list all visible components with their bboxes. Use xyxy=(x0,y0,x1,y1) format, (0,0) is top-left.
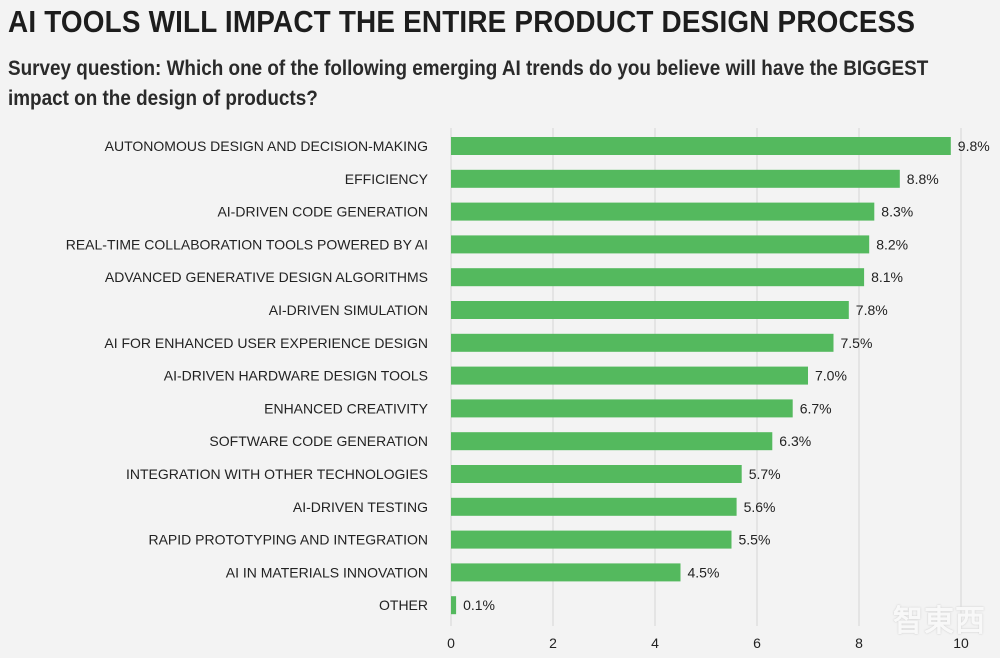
x-tick-label: 4 xyxy=(651,635,659,651)
category-label: ENHANCED CREATIVITY xyxy=(264,400,429,416)
value-label: 7.5% xyxy=(841,335,873,351)
bar xyxy=(451,235,870,254)
value-label: 6.7% xyxy=(800,400,832,416)
category-labels: AUTONOMOUS DESIGN AND DECISION-MAKING EFF… xyxy=(66,138,429,613)
bar xyxy=(451,366,808,385)
bar xyxy=(451,563,681,582)
value-label: 0.1% xyxy=(463,597,495,613)
category-label: AI-DRIVEN CODE GENERATION xyxy=(217,204,428,220)
chart-title: AI TOOLS WILL IMPACT THE ENTIRE PRODUCT … xyxy=(8,4,916,39)
category-label: ADVANCED GENERATIVE DESIGN ALGORITHMS xyxy=(105,269,428,285)
bars xyxy=(451,137,951,615)
category-label: SOFTWARE CODE GENERATION xyxy=(209,433,428,449)
category-label: REAL-TIME COLLABORATION TOOLS POWERED BY… xyxy=(66,236,428,252)
x-tick-label: 2 xyxy=(549,635,557,651)
bar xyxy=(451,169,900,188)
value-label: 8.1% xyxy=(871,269,903,285)
x-tick-label: 0 xyxy=(447,635,455,651)
category-label: AI IN MATERIALS INNOVATION xyxy=(226,564,428,580)
bar xyxy=(451,137,951,155)
bar xyxy=(451,202,875,221)
category-label: AI-DRIVEN TESTING xyxy=(293,499,428,515)
x-tick-label: 10 xyxy=(953,635,969,651)
value-label: 5.7% xyxy=(749,466,781,482)
value-label: 6.3% xyxy=(779,433,811,449)
value-label: 7.8% xyxy=(856,302,888,318)
bar xyxy=(451,465,742,483)
category-label: RAPID PROTOTYPING AND INTEGRATION xyxy=(148,532,428,548)
survey-question: Survey question: Which one of the follow… xyxy=(8,57,929,110)
category-label: AI-DRIVEN SIMULATION xyxy=(269,302,428,318)
bar xyxy=(451,497,737,516)
value-labels: 9.8% 8.8% 8.3% 8.2% 8.1% 7.8% 7.5% 7.0% 6.7% 6.3%… xyxy=(463,138,990,613)
bar xyxy=(451,530,732,549)
bar xyxy=(451,399,793,418)
category-label: OTHER xyxy=(379,597,428,613)
value-label: 4.5% xyxy=(688,564,720,580)
value-label: 8.2% xyxy=(876,236,908,252)
value-label: 8.3% xyxy=(881,204,913,220)
x-tick-label: 8 xyxy=(855,635,863,651)
category-label: AUTONOMOUS DESIGN AND DECISION-MAKING xyxy=(105,138,428,154)
value-label: 7.0% xyxy=(815,368,847,384)
bar xyxy=(451,268,865,287)
bar xyxy=(451,596,457,615)
watermark-logo: 智東西 xyxy=(893,604,986,639)
value-label: 8.8% xyxy=(907,171,939,187)
bar xyxy=(451,333,834,352)
bar xyxy=(451,432,773,451)
category-label: AI-DRIVEN HARDWARE DESIGN TOOLS xyxy=(164,368,428,384)
category-label: EFFICIENCY xyxy=(345,171,429,187)
category-label: INTEGRATION WITH OTHER TECHNOLOGIES xyxy=(126,466,428,482)
category-label: AI FOR ENHANCED USER EXPERIENCE DESIGN xyxy=(104,335,428,351)
value-label: 5.6% xyxy=(744,499,776,515)
x-tick-label: 6 xyxy=(753,635,761,651)
value-label: 9.8% xyxy=(958,138,990,154)
bar xyxy=(451,301,849,319)
x-axis-ticks: 0 2 4 6 8 10 xyxy=(447,635,969,651)
value-label: 5.5% xyxy=(739,532,771,548)
